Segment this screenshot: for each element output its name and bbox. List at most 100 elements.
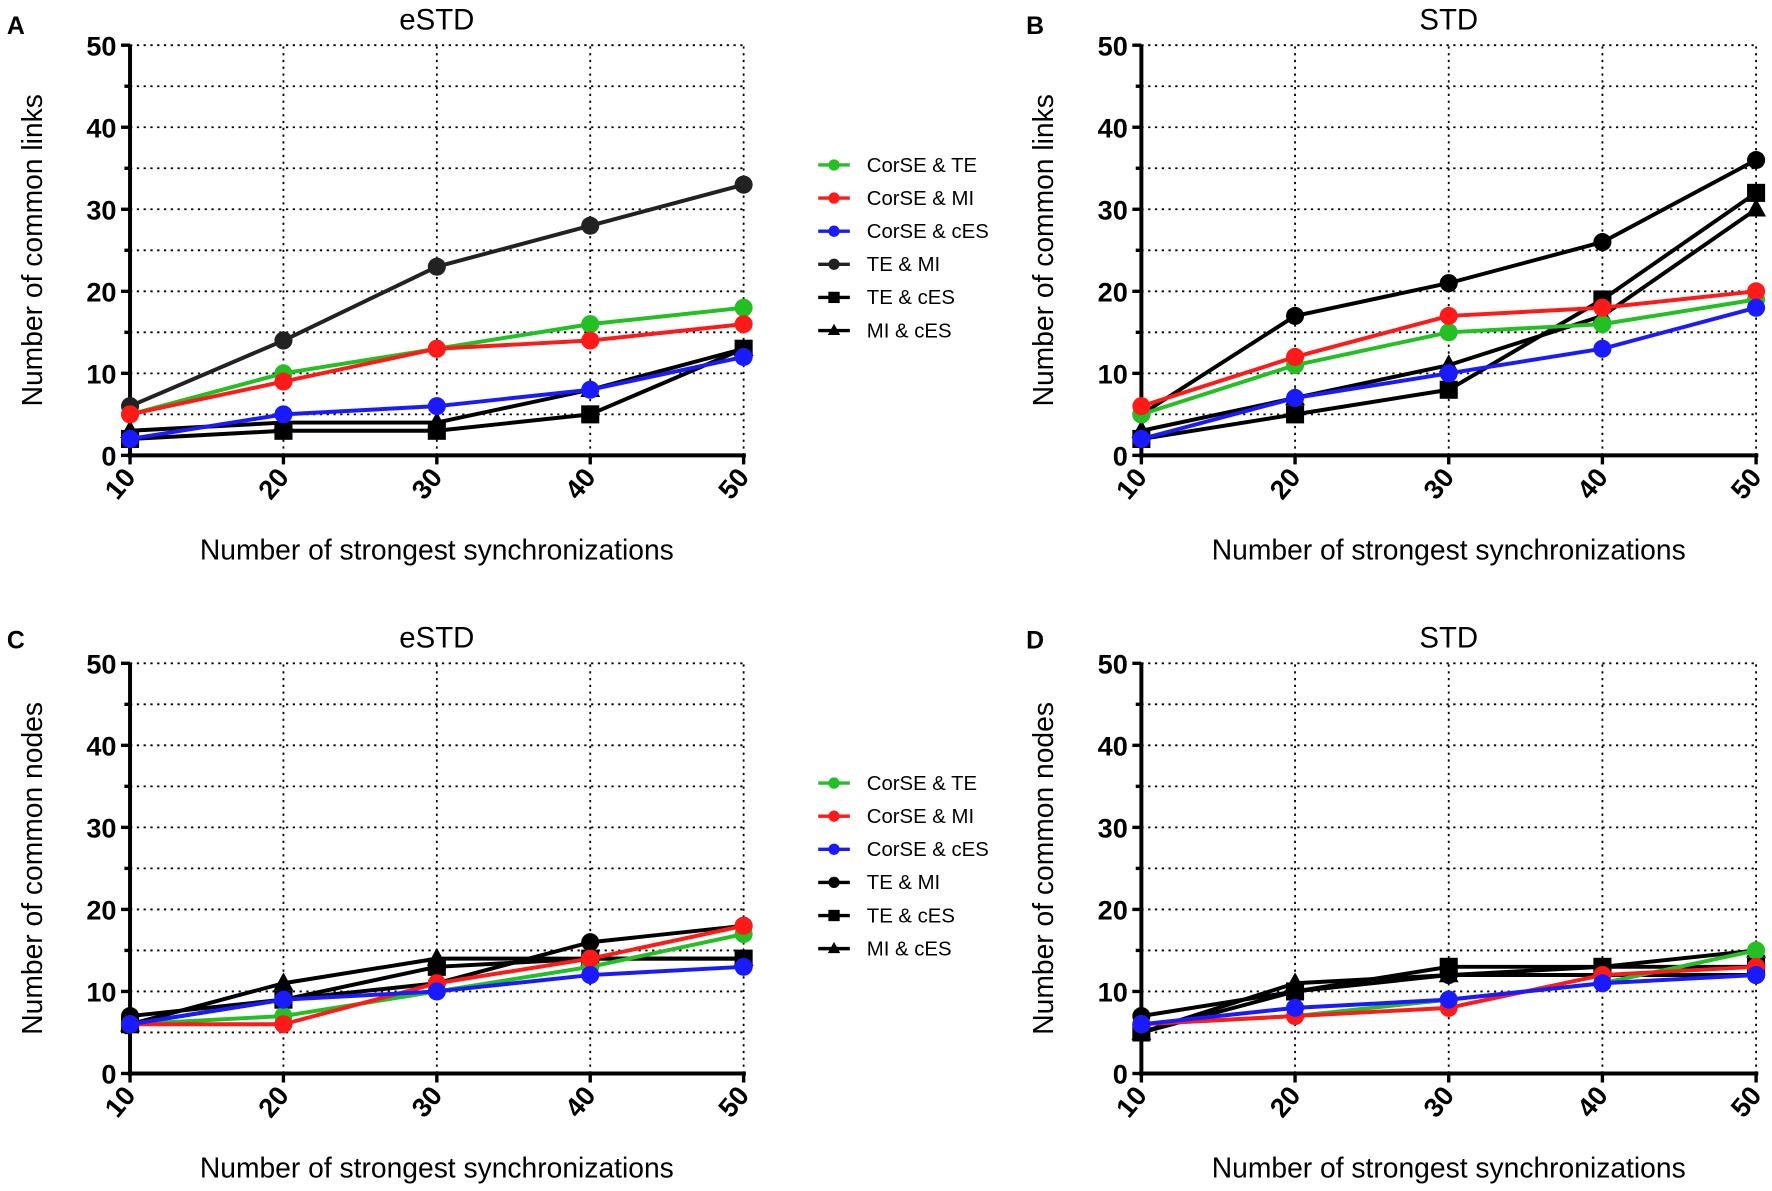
marker-circle [427,397,446,416]
series-corse-ces [121,347,753,449]
marker-circle [274,405,293,424]
marker-circle [1286,998,1305,1017]
series-corse-ces [121,957,753,1034]
marker-circle [1132,429,1151,449]
marker-circle [828,876,840,889]
marker-circle [427,982,446,1001]
series-corse-ces [1132,965,1766,1034]
marker-circle [1132,1015,1151,1034]
marker-triangle [426,411,447,430]
marker-circle [427,339,446,358]
chart-title: STD [1419,621,1478,654]
legend-item: TE & cES [818,905,955,927]
legend-item: TE & MI [818,872,940,894]
y-tick-label: 40 [1098,731,1128,762]
legend-item: TE & cES [818,287,955,309]
chart-title: STD [1419,3,1478,36]
x-tick-label: 20 [252,1080,295,1123]
chart-title: eSTD [399,621,474,654]
marker-circle [828,810,840,822]
marker-circle [581,315,600,334]
marker-circle [1439,990,1458,1009]
legend-item: CorSE & TE [818,773,977,795]
marker-circle [274,372,293,391]
y-tick-label: 0 [1113,441,1128,472]
legend-item: MI & cES [818,938,952,960]
marker-circle [1593,315,1612,334]
marker-circle [121,405,140,424]
marker-square [1747,183,1766,202]
legend-label: CorSE & MI [867,806,974,828]
y-tick-label: 0 [101,441,116,472]
y-tick-label: 10 [1098,977,1128,1008]
marker-circle [1439,274,1458,293]
marker-circle [121,1015,140,1034]
legend-item: CorSE & MI [818,806,974,828]
y-tick-label: 50 [1098,30,1128,61]
x-axis-label: Number of strongest synchronizations [1212,533,1686,565]
marker-triangle [426,947,447,966]
marker-circle [734,957,753,976]
marker-circle [1747,151,1766,170]
x-tick-label: 50 [1724,462,1767,505]
y-axis-label: Number of common nodes [1027,702,1059,1035]
marker-circle [581,949,600,968]
marker-circle [1747,282,1766,301]
x-axis-label: Number of strongest synchronizations [200,533,674,565]
y-tick-label: 0 [1113,1059,1128,1090]
marker-circle [427,257,446,276]
marker-circle [274,1015,293,1034]
marker-circle [734,298,753,317]
marker-circle [734,175,753,194]
legend-item: CorSE & TE [818,155,977,177]
y-tick-label: 30 [86,194,116,225]
y-tick-label: 50 [86,30,116,61]
marker-circle [828,192,840,204]
legend-item: MI & cES [818,320,952,342]
legend-label: CorSE & MI [867,188,974,210]
y-axis-label: Number of common links [1027,94,1059,406]
y-tick-label: 30 [1098,813,1128,844]
marker-circle [581,331,600,350]
x-tick-label: 30 [1417,462,1460,505]
marker-square [828,909,840,922]
marker-circle [1286,306,1305,325]
marker-circle [274,331,293,350]
legend-item: CorSE & cES [818,839,989,861]
panel-letter: C [7,628,25,655]
legend-item: CorSE & MI [818,188,974,210]
marker-circle [1286,347,1305,366]
panel-letter: D [1026,628,1044,655]
legend-label: CorSE & TE [867,773,977,795]
chart-title: eSTD [399,3,474,36]
marker-circle [1439,323,1458,342]
legend-label: TE & MI [867,254,940,276]
marker-square [1439,380,1458,399]
marker-triangle [1438,964,1459,983]
y-tick-label: 10 [1098,359,1128,390]
marker-circle [1747,941,1766,960]
x-tick-label: 50 [712,1080,755,1123]
marker-circle [1439,306,1458,325]
y-tick-label: 40 [1098,112,1128,143]
legend-label: TE & cES [867,905,955,927]
x-tick-label: 30 [405,1080,448,1123]
marker-circle [734,347,753,366]
marker-circle [274,990,293,1009]
marker-triangle [827,323,841,336]
x-tick-label: 40 [558,462,601,505]
y-tick-label: 0 [101,1059,116,1090]
marker-circle [828,777,840,789]
marker-triangle [1285,972,1305,991]
legend-label: TE & MI [867,872,940,894]
marker-square [581,405,600,424]
y-tick-label: 40 [86,112,116,143]
marker-circle [1747,298,1766,317]
marker-triangle [1746,198,1767,217]
marker-circle [581,933,600,952]
y-tick-label: 10 [86,977,116,1008]
